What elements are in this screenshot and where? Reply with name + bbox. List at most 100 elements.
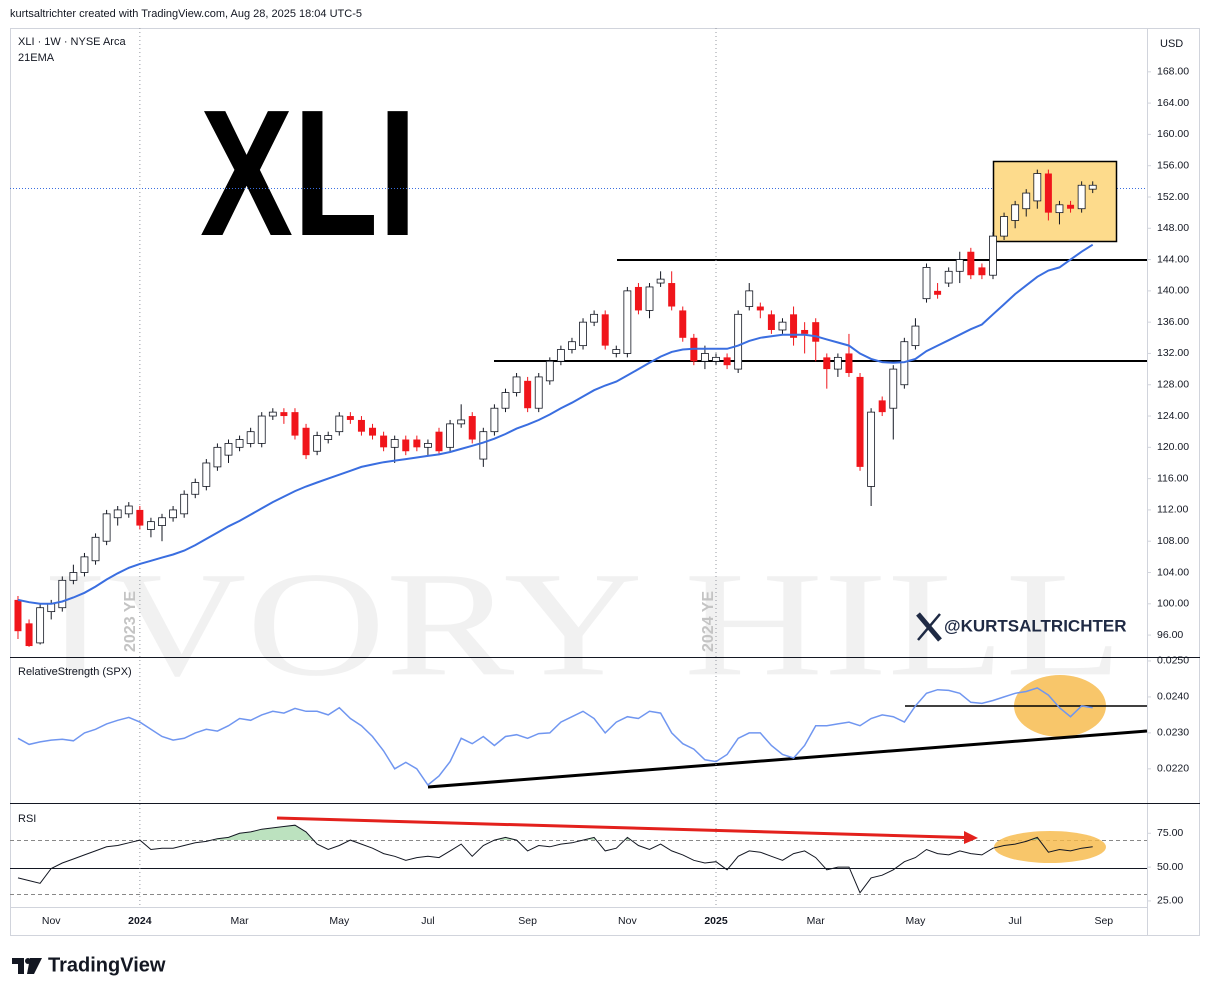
candle-body [80,556,89,573]
x-tick-label: Sep [518,915,537,927]
candle-body [756,306,764,311]
candle-body [357,419,365,432]
currency: USD [1160,38,1183,50]
x-tick-label: Sep [1094,915,1113,927]
candle-body [424,443,432,448]
highlight-box [992,160,1118,243]
candle-body [612,349,621,354]
y-tick-label: 164.00 [1157,97,1189,109]
candle-body [867,411,876,487]
y-tick-label: 112.00 [1157,504,1188,516]
candle-body [790,314,798,338]
y-tick-label: 0.0240 [1157,691,1189,703]
candle-body [147,521,155,530]
candle-body [69,572,78,581]
candle-body [1000,216,1008,237]
candle-body [645,286,654,311]
candle-body [590,313,599,323]
candle-body [656,278,665,284]
candle-body [967,251,975,276]
candle-body [136,509,144,526]
candle-body [712,356,720,362]
y-tick-label: 50.00 [1157,861,1183,873]
candle-body [833,356,842,370]
candle-body [202,462,211,487]
candle-body [955,259,964,272]
x-tick-label: May [906,915,927,927]
x-tick-label: Mar [807,915,826,927]
candle-body [634,286,642,311]
candle-body [268,411,277,417]
candle-body [335,415,344,433]
candle-body [191,482,200,495]
candle-body [1011,204,1020,221]
candle-body [911,325,920,347]
candle-body [845,353,853,374]
y-tick-label: 124.00 [1157,410,1189,422]
candle-body [579,321,587,347]
year-end-label: 2023 YE [122,591,139,652]
candle-body [346,416,354,420]
x-logo-stroke [917,613,941,641]
candle-body [601,314,609,346]
y-tick-label: 160.00 [1157,128,1189,140]
candle-body [180,493,189,515]
candle-body [1055,204,1064,214]
candle-body [812,322,820,342]
candle-body [246,431,255,444]
candle-body [468,416,476,440]
candle-body [413,439,421,448]
x-tick-label: Mar [231,915,250,927]
watermark: IVORY HILL [43,541,1123,707]
candle-body [568,341,576,350]
rs-line [17,687,1093,787]
tv-logo-dot [25,958,31,964]
ema-line [17,243,1094,605]
tv-logo [12,958,42,974]
y-tick-label: 0.0230 [1157,727,1189,739]
candle-body [91,536,100,562]
rs-trend-line [427,729,1148,789]
candle-body [1077,184,1086,210]
y-tick-label: 132.00 [1157,347,1189,359]
candle-body [36,607,45,644]
x-tick-label: Jul [421,915,434,927]
chart-title: XLI · 1W · NYSE Arca [18,36,126,48]
x-tick-label: Nov [618,915,637,927]
y-tick-label: 108.00 [1157,535,1189,547]
highlight-ellipse [994,831,1106,863]
candle-body [369,427,377,436]
y-tick-label: 144.00 [1157,253,1189,265]
candle-body [512,376,521,393]
candle-body [47,603,56,613]
candle-body [446,423,454,448]
y-tick-label: 128.00 [1157,379,1189,391]
candle-body [102,513,111,542]
candle-body [556,349,565,362]
candle-body [169,509,177,519]
candle-body [734,313,743,370]
candle-body [767,314,775,330]
x-tick-label: May [329,915,350,927]
x-tick-label: 2025 [704,915,728,927]
y-tick-label: 0.0220 [1157,763,1189,775]
candle-body [213,446,222,468]
y-tick-label: 168.00 [1157,66,1189,78]
candle-body [922,266,931,300]
y-tick-label: 75.00 [1157,827,1183,839]
candle-body [402,439,410,452]
x-tick-label: 2024 [128,915,152,927]
legend-entry: 21EMA [18,52,55,64]
y-tick-label: 104.00 [1157,566,1189,578]
y-tick-label: 120.00 [1157,441,1189,453]
candle-body [623,290,632,354]
candle-body [1044,173,1052,213]
candle-body [668,283,676,307]
y-tick-label: 0.0250 [1157,655,1189,667]
candle-body [313,435,322,452]
rsi-overbought-fill [17,825,1093,840]
arrow-head [964,831,978,844]
candle-body [679,310,687,338]
pane-title: RSI [18,813,36,825]
candle-body [1033,173,1042,202]
